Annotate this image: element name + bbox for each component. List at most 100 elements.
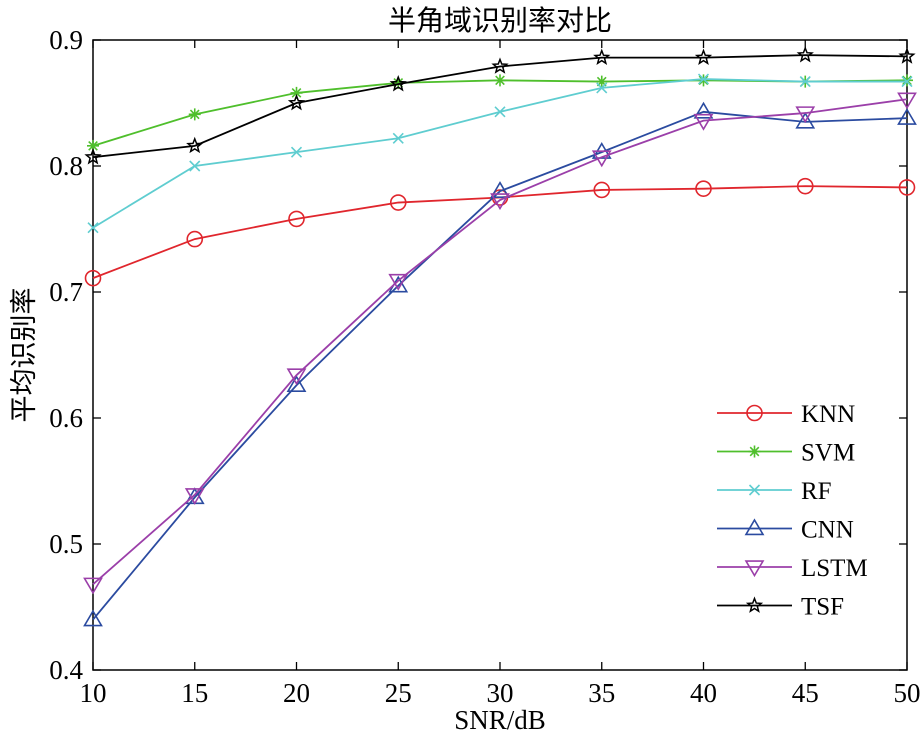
x-tick-label: 20	[283, 678, 310, 708]
legend-marker-tsf	[745, 596, 764, 613]
data-point-rf	[596, 82, 608, 94]
series-line-lstm	[92, 98, 908, 585]
x-axis: 10 15 20 25 30 35 40 45 50	[80, 40, 921, 708]
x-tick-label: 15	[181, 678, 208, 708]
legend-marker-rf	[748, 484, 761, 496]
x-axis-label: SNR/dB	[454, 705, 546, 733]
series-line-cnn	[92, 110, 908, 621]
legend-marker-svm	[748, 445, 761, 458]
y-tick-label: 0.5	[49, 529, 83, 559]
series-line-svm	[92, 79, 908, 147]
data-point-rf	[901, 76, 913, 88]
data-point-cnn	[795, 111, 816, 129]
data-point-svm	[392, 76, 405, 89]
data-point-cnn	[897, 108, 917, 125]
data-point-lstm	[184, 488, 205, 505]
plot-frame	[92, 39, 908, 671]
data-point-tsf	[491, 57, 509, 74]
legend-marker-lstm	[744, 560, 765, 578]
y-tick-label: 0.8	[49, 151, 83, 181]
x-tick-label: 45	[792, 678, 819, 708]
data-point-rf	[494, 106, 506, 118]
y-tick-label: 0.9	[49, 25, 83, 55]
y-axis: 0.4 0.5 0.6 0.7 0.8 0.9	[49, 25, 907, 685]
data-point-tsf	[694, 48, 713, 65]
data-point-lstm	[286, 368, 307, 386]
data-point-lstm	[490, 193, 510, 211]
data-point-svm	[290, 86, 303, 99]
legend-marker-knn	[746, 404, 763, 422]
x-tick-label: 35	[588, 678, 615, 708]
x-tick-label: 25	[385, 678, 412, 708]
data-point-tsf	[796, 46, 814, 63]
data-point-lstm	[693, 113, 714, 131]
y-tick-label: 0.7	[49, 277, 83, 307]
legend-item-knn: KNN	[717, 401, 855, 428]
legend-label-cnn: CNN	[801, 517, 854, 544]
data-point-svm	[87, 139, 99, 152]
x-tick-label: 50	[894, 678, 921, 708]
data-point-lstm	[591, 150, 612, 168]
data-point-rf	[392, 132, 404, 144]
legend-marker-cnn	[744, 518, 765, 536]
legend-label-rf: RF	[801, 478, 832, 505]
legend-label-tsf: TSF	[801, 594, 844, 621]
series-tsf	[84, 46, 916, 165]
data-point-rf	[87, 222, 99, 234]
legend-item-rf: RF	[717, 478, 832, 505]
data-point-knn	[389, 194, 407, 211]
y-tick-label: 0.4	[49, 655, 83, 685]
series-svm	[87, 74, 913, 152]
y-tick-label: 0.6	[49, 403, 83, 433]
data-point-tsf	[898, 47, 916, 64]
series-layer	[83, 46, 917, 627]
legend-item-cnn: CNN	[717, 517, 854, 544]
data-point-tsf	[593, 48, 611, 65]
data-point-knn	[84, 269, 102, 287]
series-cnn	[83, 101, 917, 627]
legend-label-knn: KNN	[801, 401, 855, 428]
data-point-rf	[290, 146, 303, 158]
data-point-svm	[595, 75, 608, 88]
data-point-svm	[697, 74, 710, 87]
x-tick-label: 30	[487, 678, 514, 708]
data-point-svm	[494, 74, 506, 87]
legend: KNN SVM RF CNN LSTM TSF	[717, 401, 868, 621]
x-tick-label: 40	[690, 678, 717, 708]
data-point-knn	[898, 179, 916, 196]
data-point-knn	[695, 180, 712, 197]
data-point-knn	[288, 210, 305, 228]
data-point-rf	[189, 160, 201, 172]
legend-item-svm: SVM	[717, 440, 855, 467]
data-point-lstm	[897, 92, 917, 110]
data-point-lstm	[388, 273, 409, 291]
legend-item-lstm: LSTM	[717, 555, 868, 582]
plot-border	[92, 39, 908, 671]
series-rf	[87, 73, 913, 234]
data-point-tsf	[389, 75, 407, 92]
data-point-tsf	[84, 148, 102, 165]
data-point-tsf	[287, 93, 306, 111]
legend-item-tsf: TSF	[717, 594, 844, 621]
data-point-svm	[901, 74, 913, 87]
data-point-svm	[188, 108, 201, 121]
data-point-cnn	[693, 101, 714, 119]
chart-title: 半角域识别率对比	[388, 5, 612, 37]
x-tick-label: 10	[80, 678, 107, 708]
data-point-rf	[799, 76, 811, 88]
data-point-knn	[186, 230, 204, 248]
data-point-lstm	[795, 106, 816, 124]
data-point-cnn	[83, 609, 103, 627]
y-axis-label: 平均识别率	[9, 288, 39, 423]
data-point-rf	[697, 73, 710, 85]
series-lstm	[83, 92, 917, 595]
series-line-tsf	[92, 54, 908, 159]
data-point-cnn	[286, 375, 307, 392]
data-point-lstm	[83, 577, 103, 595]
data-point-knn	[593, 181, 611, 199]
data-point-cnn	[490, 181, 510, 198]
legend-label-lstm: LSTM	[801, 555, 868, 582]
legend-label-svm: SVM	[801, 440, 855, 467]
data-point-tsf	[186, 136, 204, 154]
